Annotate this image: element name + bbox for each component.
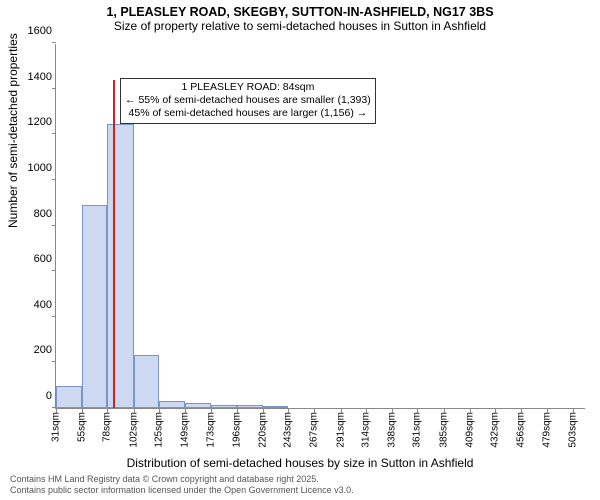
annotation-box: 1 PLEASLEY ROAD: 84sqm ← 55% of semi-det… — [120, 78, 376, 123]
histogram-bar — [263, 406, 288, 408]
x-tick-mark — [134, 409, 135, 413]
y-tick-label: 0 — [46, 390, 56, 402]
y-tick-mark — [52, 316, 56, 317]
x-tick-mark — [366, 409, 367, 413]
x-tick-label: 102sqm — [128, 409, 139, 448]
annotation-line: ← 55% of semi-detached houses are smalle… — [125, 94, 371, 107]
x-tick-label: 291sqm — [335, 409, 346, 448]
histogram-bar — [185, 403, 211, 408]
x-tick-mark — [444, 409, 445, 413]
histogram-bar — [211, 405, 236, 408]
x-tick-mark — [82, 409, 83, 413]
x-tick-label: 503sqm — [567, 409, 578, 448]
page-subtitle: Size of property relative to semi-detach… — [0, 20, 600, 37]
x-tick-label: 456sqm — [516, 409, 527, 448]
y-tick-label: 1400 — [28, 71, 56, 83]
footer-attribution: Contains HM Land Registry data © Crown c… — [10, 474, 354, 496]
x-tick-mark — [573, 409, 574, 413]
y-tick-label: 1600 — [28, 25, 56, 37]
x-tick-label: 55sqm — [77, 409, 88, 442]
histogram-bar — [237, 405, 263, 408]
x-tick-mark — [521, 409, 522, 413]
y-tick-mark — [52, 88, 56, 89]
y-tick-mark — [52, 133, 56, 134]
x-tick-mark — [288, 409, 289, 413]
y-tick-label: 800 — [34, 208, 56, 220]
annotation-line: 1 PLEASLEY ROAD: 84sqm — [125, 81, 371, 94]
histogram-bar — [56, 386, 82, 408]
y-tick-mark — [52, 361, 56, 362]
x-tick-label: 125sqm — [153, 409, 164, 448]
y-tick-mark — [52, 179, 56, 180]
x-tick-mark — [56, 409, 57, 413]
x-tick-mark — [159, 409, 160, 413]
x-tick-label: 78sqm — [102, 409, 113, 442]
y-tick-label: 200 — [34, 344, 56, 356]
histogram-bar — [134, 355, 159, 408]
property-marker-line — [113, 80, 115, 409]
x-tick-mark — [211, 409, 212, 413]
x-tick-label: 243sqm — [283, 409, 294, 448]
x-axis-label: Distribution of semi-detached houses by … — [0, 456, 600, 470]
x-tick-mark — [417, 409, 418, 413]
x-tick-mark — [341, 409, 342, 413]
y-tick-label: 400 — [34, 299, 56, 311]
x-tick-mark — [263, 409, 264, 413]
chart-container: 1, PLEASLEY ROAD, SKEGBY, SUTTON-IN-ASHF… — [0, 0, 600, 500]
x-tick-mark — [314, 409, 315, 413]
x-tick-label: 409sqm — [464, 409, 475, 448]
chart-plot-area: 1 PLEASLEY ROAD: 84sqm ← 55% of semi-det… — [55, 44, 585, 409]
y-tick-mark — [52, 42, 56, 43]
y-tick-mark — [52, 270, 56, 271]
x-tick-label: 479sqm — [541, 409, 552, 448]
x-tick-mark — [470, 409, 471, 413]
histogram-bar — [159, 401, 185, 408]
annotation-line: 45% of semi-detached houses are larger (… — [125, 107, 371, 120]
x-tick-label: 432sqm — [490, 409, 501, 448]
x-tick-label: 31sqm — [51, 409, 62, 442]
x-tick-mark — [495, 409, 496, 413]
x-tick-label: 338sqm — [387, 409, 398, 448]
y-tick-mark — [52, 225, 56, 226]
x-tick-label: 220sqm — [257, 409, 268, 448]
x-tick-mark — [392, 409, 393, 413]
y-tick-label: 1000 — [28, 162, 56, 174]
page-title: 1, PLEASLEY ROAD, SKEGBY, SUTTON-IN-ASHF… — [0, 0, 600, 20]
y-tick-label: 1200 — [28, 116, 56, 128]
y-tick-label: 600 — [34, 253, 56, 265]
x-tick-label: 361sqm — [412, 409, 423, 448]
x-tick-label: 149sqm — [180, 409, 191, 448]
x-tick-label: 173sqm — [206, 409, 217, 448]
x-tick-label: 314sqm — [360, 409, 371, 448]
footer-line: Contains HM Land Registry data © Crown c… — [10, 474, 354, 485]
footer-line: Contains public sector information licen… — [10, 485, 354, 496]
y-axis-label: Number of semi-detached properties — [6, 33, 20, 228]
x-tick-mark — [185, 409, 186, 413]
x-tick-label: 385sqm — [438, 409, 449, 448]
x-tick-label: 267sqm — [309, 409, 320, 448]
x-tick-mark — [547, 409, 548, 413]
x-tick-label: 196sqm — [231, 409, 242, 448]
histogram-bar — [82, 205, 107, 408]
x-tick-mark — [107, 409, 108, 413]
histogram-bar — [107, 124, 133, 408]
x-tick-mark — [237, 409, 238, 413]
